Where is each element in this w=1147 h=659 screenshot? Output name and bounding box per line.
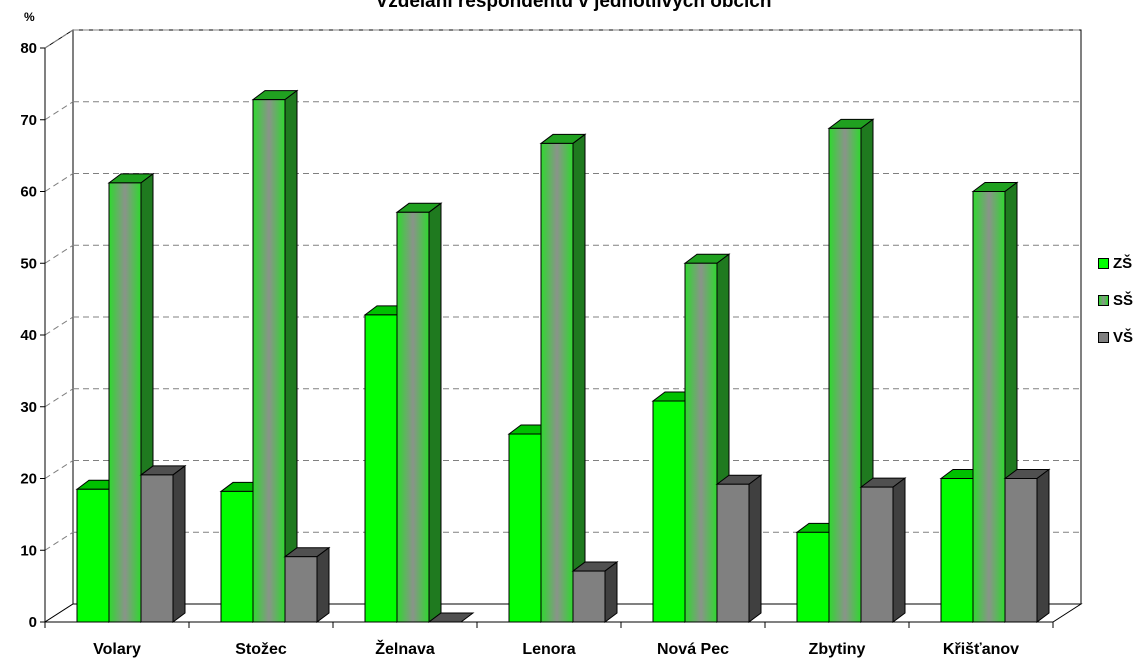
bar-ZŠ-Křišťanov	[940, 478, 974, 623]
side-wall	[44, 29, 74, 623]
y-tick-label: 50	[20, 255, 37, 272]
bar-ZŠ-Zbytiny	[796, 531, 830, 623]
bar-side-VŠ-Volary	[172, 464, 186, 623]
bar-VŠ-Nová Pec	[716, 483, 750, 623]
bar-side-SŠ-Želnava	[428, 202, 442, 623]
x-tick-label: Želnava	[375, 639, 435, 658]
bar-top-VŠ-Želnava	[427, 612, 475, 623]
y-tick-label: 20	[20, 471, 37, 488]
bar-ZŠ-Stožec	[220, 490, 254, 623]
gridline-side	[44, 173, 74, 192]
legend-item-ss: SŠ	[1098, 291, 1133, 309]
legend-item-zs: ZŠ	[1098, 254, 1133, 272]
y-tick-label: 10	[20, 542, 37, 559]
bar-SŠ-Nová Pec	[684, 262, 718, 623]
x-tick-label: Volary	[93, 641, 141, 658]
bar-VŠ-Křišťanov	[1004, 478, 1038, 623]
y-axis-label: %	[24, 10, 35, 24]
y-tick-label: 80	[20, 40, 37, 57]
bar-ZŠ-Nová Pec	[652, 400, 686, 623]
bar-VŠ-Volary	[140, 474, 174, 623]
bar-side-VŠ-Stožec	[316, 546, 330, 623]
gridline-side	[44, 531, 74, 551]
bar-VŠ-Lenora	[572, 570, 606, 623]
bar-SŠ-Křišťanov	[972, 191, 1006, 623]
legend-label-zs: ZŠ	[1113, 254, 1133, 272]
bar-side-VŠ-Nová Pec	[748, 474, 762, 623]
y-tick-label: 70	[20, 112, 37, 129]
bar-ZŠ-Volary	[76, 488, 110, 623]
gridline-side	[44, 244, 74, 264]
legend-label-vs: VŠ	[1113, 328, 1134, 346]
x-tick-label: Zbytiny	[809, 641, 866, 658]
x-tick-label: Stožec	[235, 641, 287, 658]
y-tick-label: 0	[29, 614, 37, 631]
bar-ZŠ-Lenora	[508, 433, 542, 623]
gridline-side	[44, 460, 74, 479]
bar-SŠ-Stožec	[252, 99, 286, 623]
bar-SŠ-Volary	[108, 182, 142, 623]
x-tick-label: Nová Pec	[657, 641, 729, 658]
x-tick-label: Lenora	[522, 641, 575, 658]
legend-swatch-ss	[1098, 294, 1109, 306]
bar-SŠ-Zbytiny	[828, 127, 862, 623]
bar-side-SŠ-Stožec	[284, 89, 298, 623]
gridline-side	[44, 29, 74, 49]
legend-item-vs: VŠ	[1098, 328, 1133, 346]
gridline-side	[44, 316, 74, 336]
y-tick-label: 30	[20, 399, 37, 416]
legend-label-ss: SŠ	[1113, 291, 1134, 309]
x-tick-label: Křišťanov	[943, 641, 1019, 658]
gridline-side	[44, 101, 74, 121]
legend-swatch-zs	[1098, 257, 1109, 269]
gridline-side	[44, 388, 74, 408]
bar-VŠ-Stožec	[284, 556, 318, 623]
bar-VŠ-Zbytiny	[860, 486, 894, 623]
bar-side-VŠ-Lenora	[604, 561, 618, 623]
chart-title: Vzdělání respondentů v jednotlivých obcí…	[375, 0, 772, 12]
legend: ZŠ SŠ VŠ	[1098, 254, 1133, 365]
y-tick-label: 60	[20, 184, 37, 201]
y-tick-label: 40	[20, 327, 37, 344]
bar-SŠ-Lenora	[540, 142, 574, 623]
bar-SŠ-Želnava	[396, 211, 430, 623]
bar-side-VŠ-Zbytiny	[892, 477, 906, 623]
bar-ZŠ-Želnava	[364, 314, 398, 623]
bar-side-VŠ-Křišťanov	[1036, 468, 1050, 623]
bar-side-SŠ-Lenora	[572, 133, 586, 623]
legend-swatch-vs	[1098, 331, 1109, 343]
